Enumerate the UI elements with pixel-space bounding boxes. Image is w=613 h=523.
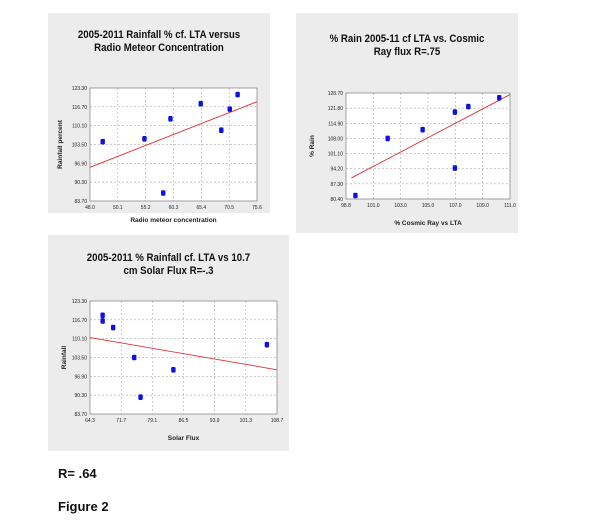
y-tick-label: 96.90: [74, 374, 87, 380]
data-point: [168, 116, 173, 122]
y-tick-label: 110.10: [72, 124, 87, 130]
r-value-caption: R= .64: [58, 466, 97, 481]
x-tick-label: 64.3: [85, 418, 95, 424]
x-tick-label: 108.7: [271, 418, 284, 424]
x-tick-label: 65.4: [196, 205, 206, 211]
chart-svg-1: 48.0 50.1 55.2 60.3 65.4 70.5 75.6 123.30 116.70…: [57, 86, 262, 224]
chart-svg-3: 64.3 71.7 79.1 86.5 93.9 101.3 108.7 123.30 116.…: [61, 299, 284, 442]
x-tick-label: 109.0: [476, 203, 489, 209]
y-tick-label: 90.30: [74, 180, 87, 186]
chart-title: 2005-2011 Rainfall % cf. LTA versus Radi…: [77, 29, 241, 54]
y-tick-label: 114.90: [328, 121, 343, 127]
data-point: [420, 126, 425, 133]
x-axis-label: Solar Flux: [168, 435, 200, 442]
y-tick-label: 83.70: [74, 412, 87, 418]
data-point: [219, 127, 224, 134]
y-tick-label: 128.70: [328, 91, 344, 97]
x-tick-label: 71.7: [116, 418, 126, 424]
y-tick-label: 108.00: [328, 136, 344, 142]
trend-line: [351, 94, 511, 179]
data-point: [466, 103, 471, 110]
y-tick-label: 80.40: [330, 197, 343, 203]
data-point: [171, 366, 176, 373]
x-tick-label: 50.1: [113, 205, 123, 211]
x-tick-label: 111.0: [504, 203, 516, 209]
data-point: [138, 394, 143, 400]
y-tick-label: 116.70: [72, 105, 87, 111]
data-point: [385, 135, 390, 142]
y-tick-label: 103.50: [72, 356, 88, 362]
y-tick-label: 103.50: [72, 143, 88, 149]
data-point: [161, 190, 166, 196]
y-tick-label: 110.10: [72, 337, 87, 343]
data-point: [100, 312, 105, 319]
y-tick-label: 123.30: [72, 299, 88, 305]
chart-title: % Rain 2005-11 cf LTA vs. Cosmic Ray flu…: [329, 33, 485, 58]
data-point: [142, 135, 147, 142]
y-tick-label: 123.30: [72, 86, 88, 92]
x-tick-label: 48.0: [85, 205, 95, 211]
x-tick-label: 101.0: [367, 203, 380, 209]
data-point: [110, 324, 116, 331]
x-tick-label: 75.6: [252, 205, 262, 211]
x-tick-label: 70.5: [224, 205, 234, 211]
chart-title: 2005-2011 % Rainfall cf. LTA vs 10.7 cm …: [86, 252, 251, 277]
x-tick-label: 98.8: [341, 203, 351, 209]
data-point: [100, 318, 105, 324]
data-point: [264, 341, 270, 348]
y-tick-label: 87.30: [330, 182, 343, 188]
trend-line: [89, 337, 278, 371]
chart-panel-3: 2005-2011 % Rainfall cf. LTA vs 10.7 cm …: [48, 235, 289, 451]
data-point: [497, 95, 502, 101]
x-tick-label: 105.0: [422, 203, 435, 209]
y-tick-label: 101.10: [328, 152, 344, 158]
chart-panel-1: 2005-2011 Rainfall % cf. LTA versus Radi…: [48, 13, 270, 224]
y-tick-label: 116.70: [72, 318, 87, 324]
y-axis-label: % Rain: [309, 135, 316, 157]
data-point: [198, 100, 203, 107]
x-tick-label: 60.3: [169, 205, 179, 211]
trend-line: [89, 101, 258, 168]
x-tick-label: 86.5: [179, 418, 189, 424]
x-tick-label: 55.2: [141, 205, 151, 211]
x-tick-label: 103.0: [394, 203, 407, 209]
y-tick-label: 90.30: [74, 393, 87, 399]
x-tick-label: 101.3: [240, 418, 253, 424]
data-point: [235, 91, 240, 98]
y-axis-label: Rainfall: [61, 346, 68, 370]
y-tick-label: 94.20: [330, 167, 343, 173]
x-tick-label: 107.0: [449, 203, 462, 209]
y-axis-label: Rainfall percent: [57, 119, 64, 169]
x-axis-label: % Cosmic Ray vs LTA: [394, 220, 462, 227]
chart-panel-2: % Rain 2005-11 cf LTA vs. Cosmic Ray flu…: [296, 13, 518, 233]
x-axis-label: Radio meteor concentration: [130, 217, 216, 224]
chart-svg-2: 98.8 101.0 103.0 105.0 107.0 109.0 111.0 128.70…: [309, 91, 516, 227]
y-tick-label: 121.80: [328, 106, 344, 112]
data-point: [132, 354, 137, 361]
data-point: [353, 192, 358, 199]
data-point: [452, 109, 458, 115]
figure-caption: Figure 2: [58, 499, 109, 514]
y-tick-label: 96.90: [74, 161, 87, 167]
y-tick-label: 83.70: [74, 199, 87, 205]
data-point: [227, 106, 232, 112]
data-point: [452, 165, 458, 171]
data-point: [100, 138, 105, 145]
x-tick-label: 93.9: [210, 418, 220, 424]
x-tick-label: 79.1: [147, 418, 157, 424]
